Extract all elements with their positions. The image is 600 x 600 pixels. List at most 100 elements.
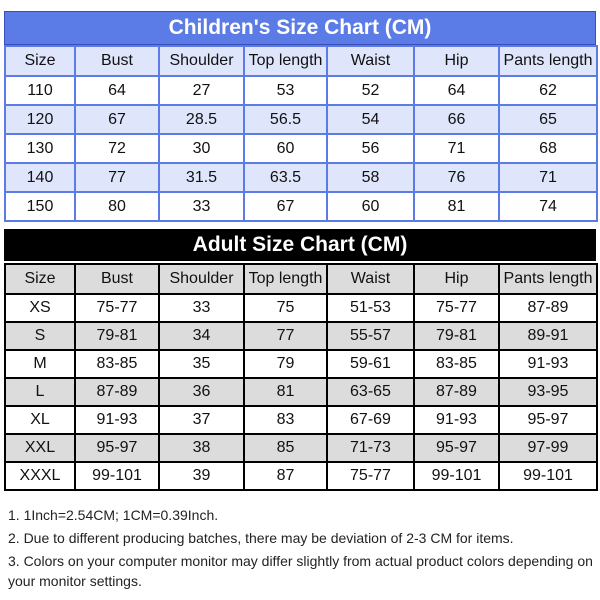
table-row: 130 72 30 60 56 71 68: [4, 133, 598, 164]
table-cell: 60: [326, 191, 415, 222]
table-cell: 63.5: [243, 162, 328, 193]
header-cell: Top length: [243, 263, 328, 295]
children-size-chart-title: Children's Size Chart (CM): [4, 11, 596, 45]
table-cell: 63-65: [326, 377, 415, 407]
table-cell: 120: [4, 104, 76, 135]
table-cell: 60: [243, 133, 328, 164]
size-notes: 1. 1Inch=2.54CM; 1CM=0.39Inch. 2. Due to…: [8, 505, 596, 594]
table-cell: 83: [243, 405, 328, 435]
table-row: XXL 95-97 38 85 71-73 95-97 97-99: [4, 433, 598, 463]
note-color-difference: 3. Colors on your computer monitor may d…: [8, 553, 593, 589]
table-header-row: Size Bust Shoulder Top length Waist Hip …: [4, 263, 598, 295]
table-row: M 83-85 35 79 59-61 83-85 91-93: [4, 349, 598, 379]
table-cell: 91-93: [498, 349, 598, 379]
table-cell: 33: [158, 293, 245, 323]
table-cell: M: [4, 349, 76, 379]
table-cell: 99-101: [413, 461, 500, 491]
table-header-row: Size Bust Shoulder Top length Waist Hip …: [4, 45, 598, 77]
table-cell: 77: [74, 162, 160, 193]
table-cell: 52: [326, 75, 415, 106]
table-row: 110 64 27 53 52 64 62: [4, 75, 598, 106]
adult-size-table: Size Bust Shoulder Top length Waist Hip …: [4, 263, 598, 491]
table-cell: 71-73: [326, 433, 415, 463]
table-cell: 99-101: [498, 461, 598, 491]
table-cell: 67: [243, 191, 328, 222]
table-cell: L: [4, 377, 76, 407]
table-cell: 83-85: [413, 349, 500, 379]
table-row: XXXL 99-101 39 87 75-77 99-101 99-101: [4, 461, 598, 491]
table-cell: XS: [4, 293, 76, 323]
header-cell: Waist: [326, 45, 415, 77]
table-cell: 56.5: [243, 104, 328, 135]
table-cell: 31.5: [158, 162, 245, 193]
table-cell: 56: [326, 133, 415, 164]
table-cell: XL: [4, 405, 76, 435]
table-row: L 87-89 36 81 63-65 87-89 93-95: [4, 377, 598, 407]
header-cell: Pants length: [498, 45, 598, 77]
table-row: XS 75-77 33 75 51-53 75-77 87-89: [4, 293, 598, 323]
table-cell: 67-69: [326, 405, 415, 435]
header-cell: Size: [4, 45, 76, 77]
table-cell: 87-89: [413, 377, 500, 407]
children-size-table: Size Bust Shoulder Top length Waist Hip …: [4, 45, 598, 222]
table-cell: 30: [158, 133, 245, 164]
table-cell: 59-61: [326, 349, 415, 379]
table-cell: 62: [498, 75, 598, 106]
table-cell: 71: [413, 133, 500, 164]
table-cell: 35: [158, 349, 245, 379]
header-cell: Bust: [74, 263, 160, 295]
table-cell: 79: [243, 349, 328, 379]
header-cell: Bust: [74, 45, 160, 77]
table-cell: 79-81: [74, 321, 160, 351]
header-cell: Pants length: [498, 263, 598, 295]
table-cell: 64: [413, 75, 500, 106]
table-cell: XXL: [4, 433, 76, 463]
table-cell: 95-97: [413, 433, 500, 463]
table-cell: 75-77: [326, 461, 415, 491]
note-conversion: 1. 1Inch=2.54CM; 1CM=0.39Inch.: [8, 507, 219, 523]
table-row: 150 80 33 67 60 81 74: [4, 191, 598, 222]
table-cell: 58: [326, 162, 415, 193]
note-deviation: 2. Due to different producing batches, t…: [8, 530, 514, 546]
table-cell: 110: [4, 75, 76, 106]
table-cell: 65: [498, 104, 598, 135]
table-cell: 34: [158, 321, 245, 351]
table-row: 120 67 28.5 56.5 54 66 65: [4, 104, 598, 135]
table-cell: 75-77: [413, 293, 500, 323]
table-cell: 85: [243, 433, 328, 463]
header-cell: Size: [4, 263, 76, 295]
table-cell: 76: [413, 162, 500, 193]
table-cell: 130: [4, 133, 76, 164]
table-cell: 68: [498, 133, 598, 164]
table-cell: 95-97: [498, 405, 598, 435]
table-cell: 51-53: [326, 293, 415, 323]
table-cell: 87-89: [74, 377, 160, 407]
table-row: 140 77 31.5 63.5 58 76 71: [4, 162, 598, 193]
header-cell: Hip: [413, 263, 500, 295]
table-cell: 37: [158, 405, 245, 435]
table-cell: 74: [498, 191, 598, 222]
table-cell: 75: [243, 293, 328, 323]
table-row: XL 91-93 37 83 67-69 91-93 95-97: [4, 405, 598, 435]
table-cell: 91-93: [74, 405, 160, 435]
table-cell: 140: [4, 162, 76, 193]
header-cell: Shoulder: [158, 263, 245, 295]
table-row: S 79-81 34 77 55-57 79-81 89-91: [4, 321, 598, 351]
table-cell: 67: [74, 104, 160, 135]
table-cell: XXXL: [4, 461, 76, 491]
header-cell: Waist: [326, 263, 415, 295]
table-cell: 72: [74, 133, 160, 164]
table-cell: 89-91: [498, 321, 598, 351]
table-cell: 95-97: [74, 433, 160, 463]
table-cell: 66: [413, 104, 500, 135]
table-cell: 53: [243, 75, 328, 106]
table-cell: 97-99: [498, 433, 598, 463]
table-cell: 39: [158, 461, 245, 491]
header-cell: Hip: [413, 45, 500, 77]
table-cell: 91-93: [413, 405, 500, 435]
table-cell: 150: [4, 191, 76, 222]
table-cell: 55-57: [326, 321, 415, 351]
table-cell: 36: [158, 377, 245, 407]
table-cell: 81: [243, 377, 328, 407]
header-cell: Shoulder: [158, 45, 245, 77]
